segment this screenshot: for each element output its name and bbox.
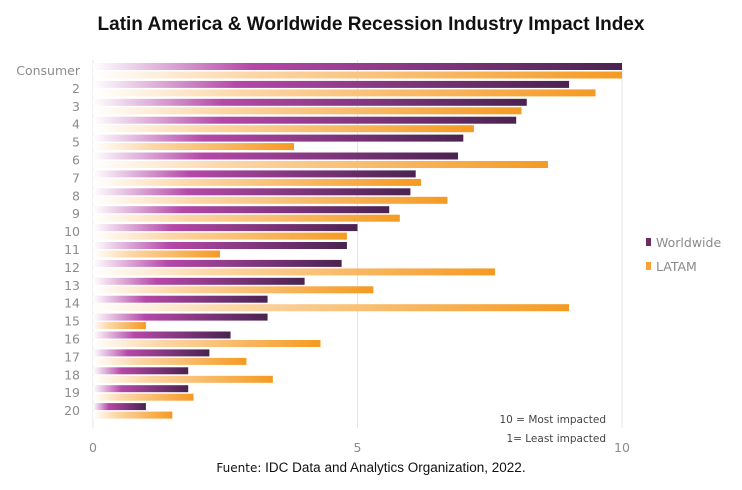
bar-worldwide-11 <box>93 242 347 249</box>
bar-latam-3 <box>93 107 522 115</box>
annotation-most-impacted: 10 = Most impacted <box>499 414 606 426</box>
bar-worldwide-2 <box>93 80 570 88</box>
bar-worldwide-1 <box>93 63 622 70</box>
category-label-19: 19 <box>64 385 80 400</box>
category-label-2: 2 <box>72 81 80 96</box>
bar-worldwide-7 <box>93 170 416 178</box>
bar-worldwide-5 <box>93 134 464 142</box>
bar-latam-18 <box>93 375 273 383</box>
legend-label-latam: LATAM <box>656 259 697 274</box>
category-label-10: 10 <box>64 224 80 239</box>
category-label-14: 14 <box>64 296 80 311</box>
category-label-1: Consumer <box>16 63 81 78</box>
source-prefix: Fuente: <box>216 461 262 475</box>
bar-latam-10 <box>93 232 347 240</box>
category-label-17: 17 <box>64 349 80 364</box>
bar-latam-2 <box>93 89 596 97</box>
bar-worldwide-18 <box>93 367 189 375</box>
bar-latam-5 <box>93 143 295 151</box>
bar-worldwide-17 <box>93 349 210 357</box>
bar-latam-6 <box>93 161 548 168</box>
bar-worldwide-20 <box>93 403 146 411</box>
bar-latam-17 <box>93 357 247 365</box>
category-label-8: 8 <box>72 188 80 203</box>
bar-latam-20 <box>93 411 173 419</box>
bar-worldwide-19 <box>93 385 189 393</box>
chart-title: Latin America & Worldwide Recession Indu… <box>97 14 645 35</box>
bar-worldwide-14 <box>93 295 268 303</box>
bar-latam-8 <box>93 196 448 204</box>
bar-latam-1 <box>93 71 622 79</box>
legend-swatch-worldwide <box>646 238 651 246</box>
bar-worldwide-9 <box>93 206 390 214</box>
bar-latam-11 <box>93 250 220 258</box>
bar-latam-12 <box>93 268 496 276</box>
bar-chart: Consumer 2 3 4 5 6 7 8 9 10 11 12 13 14 15 16 17 18 19 20 0… <box>16 60 721 455</box>
category-label-5: 5 <box>72 135 80 150</box>
category-label-18: 18 <box>64 367 80 382</box>
bar-worldwide-6 <box>93 152 459 160</box>
category-label-15: 15 <box>64 314 80 329</box>
annotation-least-impacted: 1= Least impacted <box>506 433 606 445</box>
bar-worldwide-8 <box>93 188 411 196</box>
bar-latam-9 <box>93 214 400 222</box>
category-label-4: 4 <box>72 117 80 132</box>
bar-latam-7 <box>93 178 421 186</box>
bar-worldwide-15 <box>93 313 268 321</box>
x-tick-0: 0 <box>89 440 97 455</box>
legend-swatch-latam <box>646 262 651 270</box>
bar-latam-13 <box>93 286 374 294</box>
bar-latam-14 <box>93 304 570 312</box>
legend-label-worldwide: Worldwide <box>656 235 721 250</box>
category-label-6: 6 <box>72 153 80 168</box>
category-label-20: 20 <box>64 403 80 418</box>
category-label-13: 13 <box>64 278 80 293</box>
bar-latam-16 <box>93 340 321 347</box>
bar-latam-4 <box>93 125 474 133</box>
bar-latam-15 <box>93 322 146 330</box>
source-note: Fuente: IDC Data and Analytics Organizat… <box>0 460 742 475</box>
category-label-11: 11 <box>64 242 80 257</box>
x-tick-5: 5 <box>354 440 362 455</box>
bar-worldwide-13 <box>93 277 305 285</box>
bar-worldwide-3 <box>93 98 527 106</box>
bar-latam-19 <box>93 393 194 401</box>
category-label-9: 9 <box>72 206 80 221</box>
bar-worldwide-12 <box>93 259 342 267</box>
category-label-3: 3 <box>72 99 80 114</box>
bar-worldwide-4 <box>93 116 517 124</box>
source-text: IDC Data and Analytics Organization, 202… <box>265 460 526 475</box>
bar-worldwide-10 <box>93 224 358 232</box>
x-tick-10: 10 <box>614 440 630 455</box>
category-label-16: 16 <box>64 332 80 347</box>
bar-worldwide-16 <box>93 331 231 339</box>
category-label-12: 12 <box>64 260 80 275</box>
category-label-7: 7 <box>72 170 80 185</box>
